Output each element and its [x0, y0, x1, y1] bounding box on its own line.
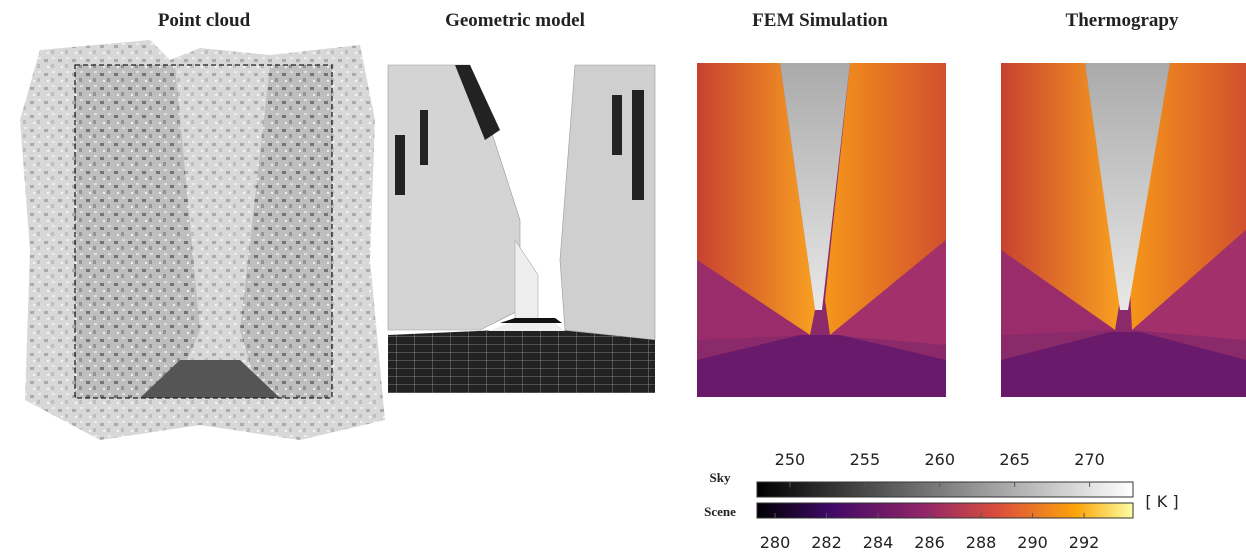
figure: Point cloud Geometric model FEM Simulati…	[0, 0, 1246, 554]
unit-label: [ K ]	[1145, 492, 1178, 511]
panel-title: FEM Simulation	[752, 10, 888, 31]
tick-label: 270	[1074, 450, 1105, 469]
tick-label: 255	[850, 450, 881, 469]
scene-colorbar	[757, 503, 1133, 518]
colorbar-ticks: 250 255 260 265 270 280 282 284 286 288 290 292	[760, 450, 1105, 552]
tick-label: 284	[863, 533, 894, 552]
point-cloud-image	[20, 40, 385, 440]
tick-label: 265	[999, 450, 1030, 469]
tick-label: 288	[966, 533, 997, 552]
tick-label: 290	[1017, 533, 1048, 552]
colorbar-label: Scene	[704, 504, 736, 519]
sky-colorbar	[757, 482, 1133, 497]
tick-label: 280	[760, 533, 791, 552]
colorbar-label: Sky	[710, 470, 731, 485]
panel-title: Thermograpy	[1066, 10, 1179, 31]
tick-label: 292	[1069, 533, 1100, 552]
geometric-model-image	[388, 65, 655, 393]
tick-label: 286	[914, 533, 945, 552]
tick-label: 250	[775, 450, 806, 469]
thermography-image	[1001, 63, 1246, 397]
panel-title: Point cloud	[158, 10, 251, 31]
tick-label: 282	[811, 533, 842, 552]
tick-label: 260	[924, 450, 955, 469]
panel-title: Geometric model	[445, 10, 585, 31]
fem-simulation-image	[697, 63, 946, 397]
